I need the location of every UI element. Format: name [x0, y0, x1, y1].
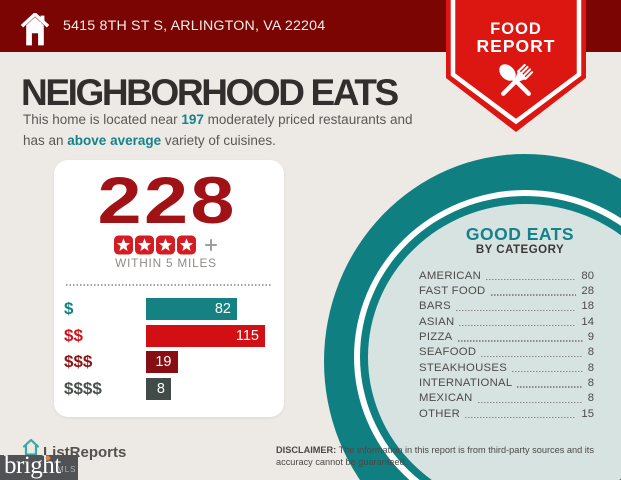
svg-text:REPORT: REPORT	[477, 36, 556, 56]
svg-text:FOOD: FOOD	[490, 20, 542, 38]
